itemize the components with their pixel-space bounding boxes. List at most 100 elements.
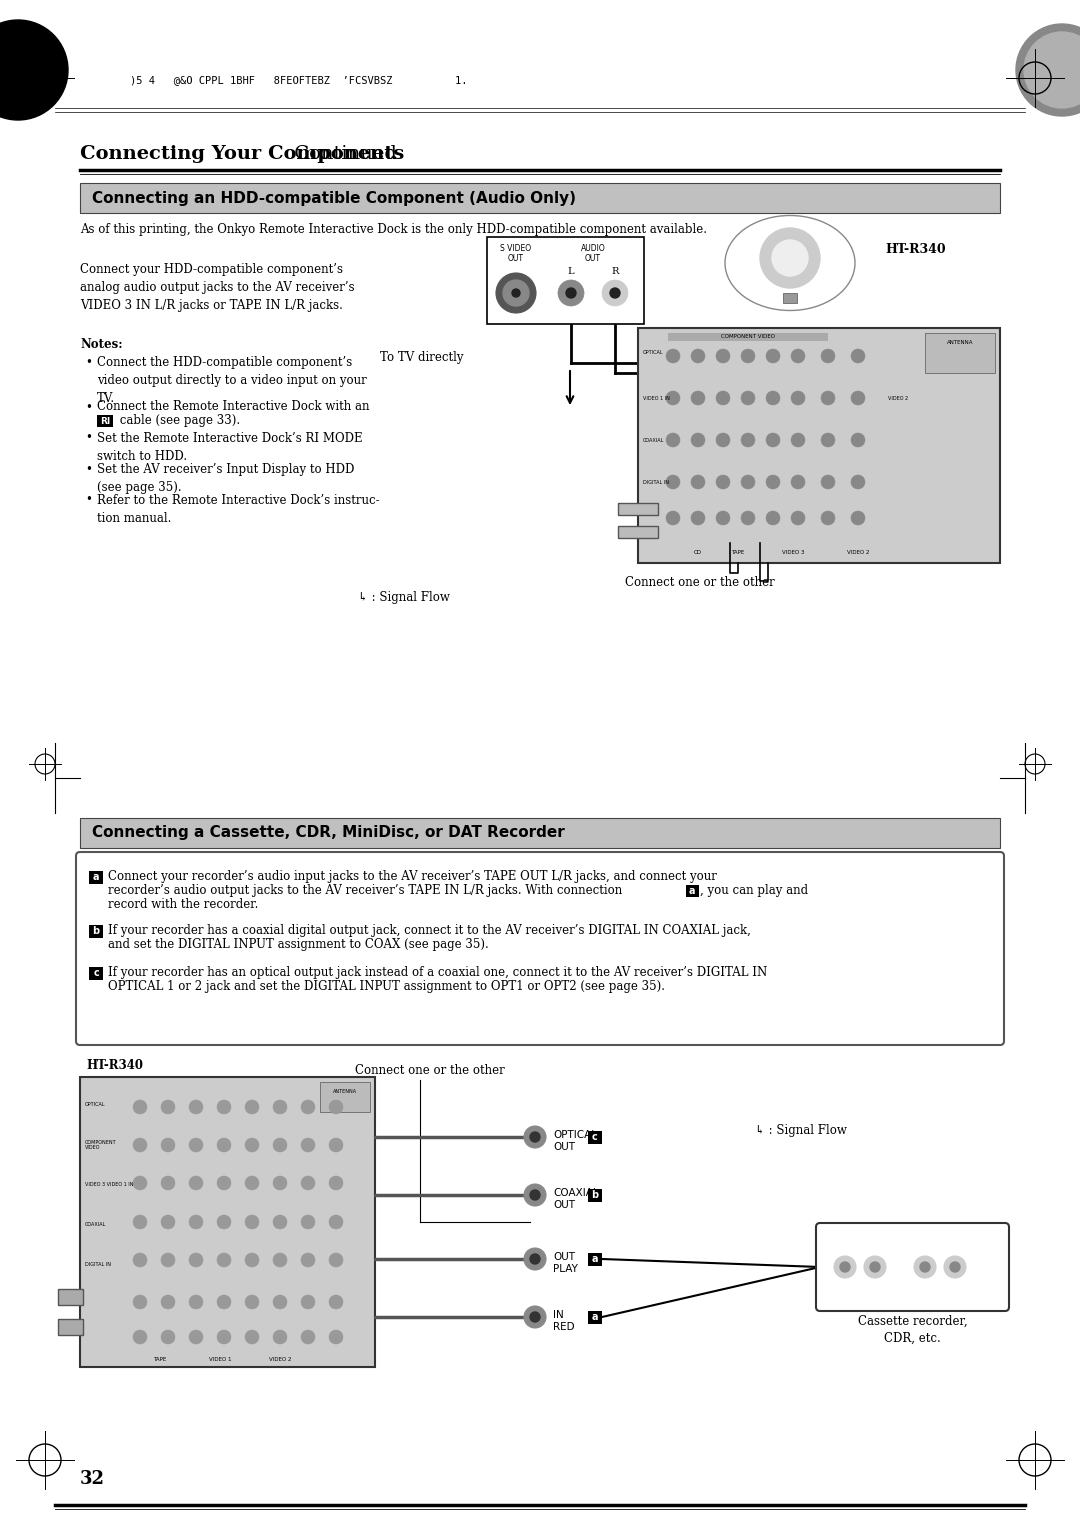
- Text: a: a: [93, 872, 99, 882]
- FancyBboxPatch shape: [618, 503, 658, 515]
- Text: CD: CD: [694, 550, 702, 555]
- Text: OPTICAL
OUT: OPTICAL OUT: [553, 1131, 597, 1152]
- FancyBboxPatch shape: [924, 333, 995, 373]
- FancyBboxPatch shape: [76, 853, 1004, 1045]
- Circle shape: [301, 1177, 315, 1190]
- Circle shape: [691, 348, 705, 364]
- Text: Cassette recorder,
CDR, etc.: Cassette recorder, CDR, etc.: [858, 1316, 968, 1345]
- Circle shape: [766, 432, 780, 448]
- Circle shape: [666, 348, 680, 364]
- Text: c: c: [592, 1132, 598, 1141]
- Circle shape: [245, 1100, 259, 1114]
- Circle shape: [503, 280, 529, 306]
- Text: ↳ : Signal Flow: ↳ : Signal Flow: [755, 1125, 847, 1137]
- Circle shape: [273, 1215, 287, 1229]
- Text: OPTICAL: OPTICAL: [643, 350, 663, 356]
- Circle shape: [524, 1184, 546, 1206]
- Circle shape: [524, 1126, 546, 1148]
- Text: Connect one or the other: Connect one or the other: [625, 576, 774, 590]
- Text: Connecting Your Components: Connecting Your Components: [80, 145, 404, 163]
- Text: VIDEO 3: VIDEO 3: [782, 550, 805, 555]
- FancyBboxPatch shape: [487, 237, 644, 324]
- FancyBboxPatch shape: [89, 967, 103, 979]
- Circle shape: [741, 432, 755, 448]
- Circle shape: [217, 1253, 231, 1267]
- Circle shape: [821, 510, 835, 526]
- Text: cable (see page 33).: cable (see page 33).: [116, 414, 240, 426]
- Text: DIGITAL IN: DIGITAL IN: [643, 480, 669, 484]
- Circle shape: [133, 1296, 147, 1309]
- Circle shape: [329, 1138, 343, 1152]
- Text: S VIDEO
OUT: S VIDEO OUT: [500, 244, 531, 263]
- Circle shape: [791, 391, 805, 405]
- Circle shape: [840, 1262, 850, 1271]
- Circle shape: [245, 1177, 259, 1190]
- Circle shape: [691, 475, 705, 489]
- Text: ANTENNA: ANTENNA: [947, 341, 973, 345]
- Circle shape: [864, 1256, 886, 1277]
- Circle shape: [691, 391, 705, 405]
- FancyBboxPatch shape: [686, 885, 699, 897]
- Circle shape: [716, 391, 730, 405]
- Circle shape: [273, 1138, 287, 1152]
- Text: As of this printing, the Onkyo Remote Interactive Dock is the only HDD-compatibl: As of this printing, the Onkyo Remote In…: [80, 223, 707, 235]
- Text: Connect the Remote Interactive Dock with an: Connect the Remote Interactive Dock with…: [97, 400, 369, 414]
- Text: DIGITAL IN: DIGITAL IN: [85, 1262, 111, 1268]
- Text: HT-R340: HT-R340: [86, 1059, 143, 1073]
- Circle shape: [189, 1100, 203, 1114]
- Text: OUT
PLAY: OUT PLAY: [553, 1251, 578, 1274]
- Circle shape: [189, 1296, 203, 1309]
- Circle shape: [821, 432, 835, 448]
- Text: COAXIAL
OUT: COAXIAL OUT: [553, 1187, 598, 1210]
- Circle shape: [716, 510, 730, 526]
- FancyBboxPatch shape: [320, 1082, 370, 1112]
- FancyBboxPatch shape: [588, 1189, 602, 1201]
- FancyBboxPatch shape: [588, 1131, 602, 1143]
- Text: a: a: [689, 886, 696, 895]
- Circle shape: [530, 1313, 540, 1322]
- Circle shape: [189, 1177, 203, 1190]
- Text: )5 4   @&O CPPL 1BHF   8FEOFTEBZ  ’FCSVBSZ          1.: )5 4 @&O CPPL 1BHF 8FEOFTEBZ ’FCSVBSZ 1.: [130, 75, 468, 86]
- Circle shape: [666, 391, 680, 405]
- Circle shape: [691, 510, 705, 526]
- Circle shape: [133, 1100, 147, 1114]
- Circle shape: [301, 1253, 315, 1267]
- Circle shape: [566, 287, 576, 298]
- Circle shape: [245, 1329, 259, 1345]
- Circle shape: [950, 1262, 960, 1271]
- Text: Connect your HDD-compatible component’s
analog audio output jacks to the AV rece: Connect your HDD-compatible component’s …: [80, 263, 354, 312]
- Circle shape: [716, 348, 730, 364]
- Text: Set the Remote Interactive Dock’s RI MODE
switch to HDD.: Set the Remote Interactive Dock’s RI MOD…: [97, 431, 363, 463]
- Text: COMPONENT
VIDEO: COMPONENT VIDEO: [85, 1140, 117, 1151]
- Text: To TV directly: To TV directly: [380, 351, 463, 365]
- Circle shape: [133, 1329, 147, 1345]
- Circle shape: [851, 432, 865, 448]
- Text: b: b: [592, 1190, 598, 1199]
- Circle shape: [766, 510, 780, 526]
- Circle shape: [161, 1296, 175, 1309]
- Circle shape: [217, 1296, 231, 1309]
- FancyBboxPatch shape: [89, 924, 103, 938]
- Text: If your recorder has a coaxial digital output jack, connect it to the AV receive: If your recorder has a coaxial digital o…: [108, 924, 751, 937]
- Text: AUDIO
OUT: AUDIO OUT: [581, 244, 606, 263]
- Circle shape: [791, 510, 805, 526]
- Text: TAPE: TAPE: [731, 550, 744, 555]
- Circle shape: [0, 20, 68, 121]
- FancyBboxPatch shape: [58, 1319, 83, 1335]
- Circle shape: [741, 475, 755, 489]
- FancyBboxPatch shape: [80, 183, 1000, 212]
- FancyBboxPatch shape: [588, 1253, 602, 1265]
- Circle shape: [217, 1329, 231, 1345]
- FancyBboxPatch shape: [80, 817, 1000, 848]
- Circle shape: [496, 274, 536, 313]
- Circle shape: [791, 348, 805, 364]
- Text: RI: RI: [99, 417, 110, 425]
- Text: VIDEO 2: VIDEO 2: [847, 550, 869, 555]
- Circle shape: [766, 475, 780, 489]
- Circle shape: [716, 475, 730, 489]
- Circle shape: [217, 1177, 231, 1190]
- Text: and set the DIGITAL INPUT assignment to COAX (see page 35).: and set the DIGITAL INPUT assignment to …: [108, 938, 489, 950]
- Circle shape: [530, 1190, 540, 1199]
- Text: Notes:: Notes:: [80, 338, 123, 351]
- Circle shape: [920, 1262, 930, 1271]
